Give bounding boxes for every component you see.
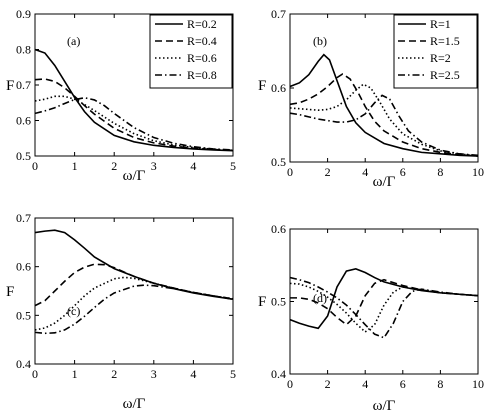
panel-label-a: (a) (67, 34, 80, 48)
legend-box-a (149, 14, 233, 89)
x-tick-label-a-1: 1 (72, 159, 78, 173)
y-tick-label-c-1: 0.5 (16, 308, 31, 322)
x-axis-label-d: ω/Γ (373, 398, 396, 414)
y-axis-label-d: F (258, 294, 266, 310)
y-tick-label-d-0: 0.4 (271, 367, 286, 381)
panel-d: 0 2 4 6 8 10 0.4 0.5 0.6 (d) F ω/Γ (258, 222, 484, 414)
x-tick-label-c-4: 4 (190, 367, 196, 381)
x-tick-label-d-1: 2 (325, 377, 331, 391)
y-tick-label-a-1: 0.6 (16, 114, 31, 128)
series-line-c-2 (35, 276, 233, 331)
legend-label-b-0: R=1 (430, 17, 451, 31)
legend-label-b-3: R=2.5 (430, 68, 460, 82)
legend-label-b-2: R=2 (430, 51, 451, 65)
legend-b: R=1 R=1.5 R=2 R=2.5 (393, 14, 478, 89)
axes-frame-a (34, 13, 234, 157)
x-tick-label-d-4: 8 (437, 377, 443, 391)
x-tick-label-d-2: 4 (362, 377, 368, 391)
y-axis-label-c: F (6, 284, 14, 300)
legend-box-b (393, 14, 478, 89)
series-group-c (35, 229, 233, 335)
panel-label-c: (c) (67, 304, 80, 318)
plot-area-c: 0 1 2 3 4 5 0.4 0.5 0.6 0.7 (16, 211, 236, 381)
x-tick-label-c-0: 0 (32, 367, 38, 381)
y-axis-label-a: F (6, 78, 14, 94)
x-tick-label-a-5: 5 (230, 159, 236, 173)
legend-label-a-2: R=0.6 (187, 51, 217, 65)
y-tick-label-b-0: 0.5 (271, 155, 286, 169)
legend-label-a-1: R=0.4 (187, 34, 217, 48)
series-line-c-3 (35, 284, 233, 335)
axes-frame-b (289, 13, 479, 163)
legend-label-b-1: R=1.5 (430, 34, 460, 48)
series-line-b-0 (290, 53, 478, 157)
series-group-b (290, 53, 478, 157)
x-tick-label-b-5: 10 (472, 165, 484, 179)
x-tick-label-d-5: 10 (472, 377, 484, 391)
series-line-d-1 (290, 278, 478, 326)
y-tick-label-c-3: 0.7 (16, 211, 31, 225)
plot-area-a: 0 1 2 3 4 5 0.5 0.6 0.7 0.8 0.9 (16, 7, 236, 173)
y-tick-label-b-1: 0.6 (271, 81, 286, 95)
x-axis-label-c: ω/Γ (123, 396, 146, 412)
x-tick-label-c-3: 3 (151, 367, 157, 381)
x-tick-label-c-1: 1 (72, 367, 78, 381)
x-tick-label-b-0: 0 (287, 165, 293, 179)
panel-b: 0 2 4 6 8 10 0.5 0.6 0.7 (b) F ω/Γ R=1 R=1.5 R=2… (258, 7, 484, 190)
y-tick-label-a-2: 0.7 (16, 78, 31, 92)
x-tick-label-d-3: 6 (400, 377, 406, 391)
series-line-a-3 (35, 96, 233, 151)
series-line-a-0 (35, 48, 233, 152)
y-tick-label-a-3: 0.8 (16, 43, 31, 57)
panel-label-b: (b) (313, 34, 327, 48)
x-tick-label-a-0: 0 (32, 159, 38, 173)
legend-label-a-0: R=0.2 (187, 17, 217, 31)
series-line-b-1 (290, 72, 478, 157)
series-group-d (290, 268, 478, 339)
legend-a: R=0.2 R=0.4 R=0.6 R=0.8 (149, 14, 233, 89)
legend-label-a-3: R=0.8 (187, 68, 217, 82)
x-tick-label-c-2: 2 (111, 367, 117, 381)
y-tick-label-a-4: 0.9 (16, 7, 31, 21)
y-tick-label-d-2: 0.6 (271, 222, 286, 236)
x-tick-label-a-3: 3 (151, 159, 157, 173)
y-tick-label-c-2: 0.6 (16, 260, 31, 274)
x-tick-label-b-1: 2 (325, 165, 331, 179)
x-tick-label-a-4: 4 (190, 159, 196, 173)
x-tick-label-c-5: 5 (230, 367, 236, 381)
panel-a: 0 1 2 3 4 5 0.5 0.6 0.7 0.8 0.9 (a) F ω/Γ R=0.2 R=… (6, 7, 236, 184)
x-axis-label-b: ω/Γ (373, 174, 396, 190)
x-tick-label-b-3: 6 (400, 165, 406, 179)
y-tick-label-c-0: 0.4 (16, 357, 31, 371)
series-group-a (35, 48, 233, 152)
y-tick-label-b-2: 0.7 (271, 7, 286, 21)
axes-frame-d (289, 228, 479, 375)
series-line-b-2 (290, 83, 478, 157)
x-axis-label-a: ω/Γ (123, 168, 146, 184)
axes-frame-c (34, 217, 234, 365)
panel-label-d: (d) (313, 291, 327, 305)
x-tick-label-b-2: 4 (362, 165, 368, 179)
panel-c: 0 1 2 3 4 5 0.4 0.5 0.6 0.7 (c) F ω/Γ (6, 211, 236, 412)
y-axis-label-b: F (258, 78, 266, 94)
y-tick-label-a-0: 0.5 (16, 149, 31, 163)
plot-area-b: 0 2 4 6 8 10 0.5 0.6 0.7 (271, 7, 484, 179)
series-line-d-3 (290, 276, 478, 339)
y-tick-label-d-1: 0.5 (271, 295, 286, 309)
x-tick-label-a-2: 2 (111, 159, 117, 173)
x-tick-label-d-0: 0 (287, 377, 293, 391)
plot-area-d: 0 2 4 6 8 10 0.4 0.5 0.6 (271, 222, 484, 391)
x-tick-label-b-4: 8 (437, 165, 443, 179)
series-line-a-1 (35, 78, 233, 152)
